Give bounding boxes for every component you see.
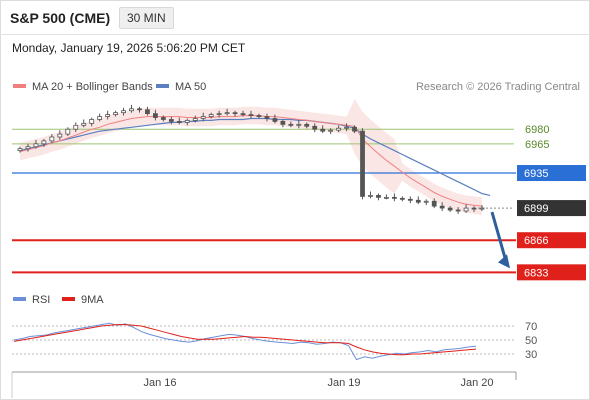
candle-body [391, 196, 397, 199]
candle-body [176, 121, 182, 123]
rsi-ma-legend-label: 9MA [81, 294, 104, 306]
candle-body [25, 146, 31, 150]
candle-body [423, 200, 429, 203]
level-label-6899: 6899 [524, 203, 548, 215]
level-label-6980: 6980 [525, 124, 549, 136]
candle-body [184, 120, 190, 123]
candle-body [248, 114, 254, 117]
candle-body [463, 207, 469, 212]
candle-body [256, 115, 262, 117]
candle-body [344, 126, 349, 129]
candle-body [216, 113, 222, 116]
x-tick-label: Jan 19 [327, 377, 360, 389]
candle-body [57, 133, 63, 138]
candle-body [160, 117, 166, 120]
credit-text: Research © 2026 Trading Central [416, 81, 580, 93]
candle-body [232, 112, 238, 115]
candle-body [113, 112, 118, 116]
candle-body [272, 118, 278, 122]
bollinger-band [20, 99, 482, 215]
rsi-legend-label: RSI [32, 294, 50, 306]
rsi-tick-70: 70 [525, 321, 537, 333]
ma50-line [19, 117, 491, 196]
instrument-title: S&P 500 (CME) [10, 10, 111, 26]
price-panel: 6980 6965 6935 6899 6866 6833 [12, 99, 586, 281]
candle-body [288, 123, 294, 126]
candle-body [368, 195, 373, 197]
candle-body [479, 207, 485, 210]
x-axis: Jan 16 Jan 19 Jan 20 [11, 371, 517, 398]
x-tick-label: Jan 20 [460, 377, 493, 389]
candle-body [264, 116, 270, 119]
candle-body [137, 108, 142, 111]
level-tag-6899 [517, 200, 586, 217]
candle-body [376, 195, 381, 198]
candle-body [121, 110, 126, 114]
candle-body [33, 143, 39, 148]
candle-body [224, 112, 230, 115]
ma50-legend-label: MA 50 [175, 81, 206, 93]
candle-body [312, 125, 318, 130]
level-label-6965: 6965 [525, 139, 549, 151]
candle-body [415, 199, 421, 203]
candle-body [280, 121, 286, 125]
rsi-ma-legend-swatch [62, 297, 75, 301]
candle-body [200, 116, 206, 119]
candle-body [41, 140, 47, 145]
rsi-tick-30: 30 [525, 349, 537, 361]
candle-body [49, 136, 55, 142]
level-tag-6866 [517, 232, 586, 249]
candle-body [89, 119, 95, 124]
level-label-6833: 6833 [524, 267, 548, 279]
candle-body [360, 130, 365, 197]
candle-body [208, 114, 214, 117]
candle-body [336, 127, 342, 131]
candle-body [399, 197, 405, 200]
candle-body [105, 114, 111, 117]
candle-body [192, 118, 198, 121]
ma20-legend-swatch [13, 84, 26, 88]
candle-body [73, 124, 79, 130]
x-tick-label: Jan 16 [143, 377, 176, 389]
ma20-legend-label: MA 20 + Bollinger Bands [32, 81, 153, 93]
candle-body [81, 122, 87, 126]
candle-body [328, 129, 334, 132]
level-tag-6935 [517, 165, 586, 182]
candle-body [129, 108, 134, 112]
candle-body [153, 113, 158, 118]
candle-body [407, 198, 413, 201]
chart-header: S&P 500 (CME) 30 MIN [0, 0, 590, 35]
level-tag-6833 [517, 264, 586, 281]
candle-body [447, 207, 453, 211]
candle-body [97, 116, 103, 120]
candle-body [431, 200, 437, 207]
rsi-ma-line [13, 324, 477, 356]
timestamp: Monday, January 19, 2026 5:06:20 PM CET [12, 41, 246, 55]
candle-body [352, 126, 357, 132]
timeframe-button[interactable]: 30 MIN [119, 7, 174, 29]
candle-body [145, 109, 150, 115]
rsi-tick-50: 50 [525, 335, 537, 347]
candle-body [17, 148, 23, 152]
ma50-legend-swatch [156, 84, 169, 88]
candle-body [471, 207, 477, 210]
candle-body [320, 128, 326, 132]
projection-arrow-head [498, 254, 510, 269]
candle-body [384, 196, 389, 199]
projection-arrow [490, 211, 508, 262]
candle-body [304, 123, 310, 127]
rsi-panel: 70 50 30 [12, 321, 537, 361]
level-label-6935: 6935 [524, 168, 548, 180]
candle-body [455, 209, 461, 212]
level-label-6866: 6866 [524, 235, 548, 247]
rsi-legend-swatch [13, 297, 26, 301]
candle-body [439, 205, 445, 209]
candle-body [240, 113, 246, 116]
candle-body [65, 128, 71, 135]
candle-body [168, 119, 174, 122]
candle-body [296, 123, 302, 126]
